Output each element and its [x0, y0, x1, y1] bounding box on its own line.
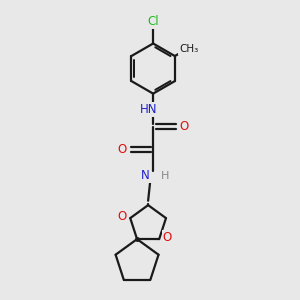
Text: O: O	[163, 231, 172, 244]
Text: O: O	[117, 143, 126, 156]
Text: H: H	[161, 171, 169, 181]
Text: O: O	[118, 210, 127, 224]
Text: Cl: Cl	[147, 15, 159, 28]
Text: N: N	[141, 169, 150, 182]
Text: CH₃: CH₃	[179, 44, 198, 54]
Text: HN: HN	[140, 103, 158, 116]
Text: O: O	[180, 120, 189, 133]
